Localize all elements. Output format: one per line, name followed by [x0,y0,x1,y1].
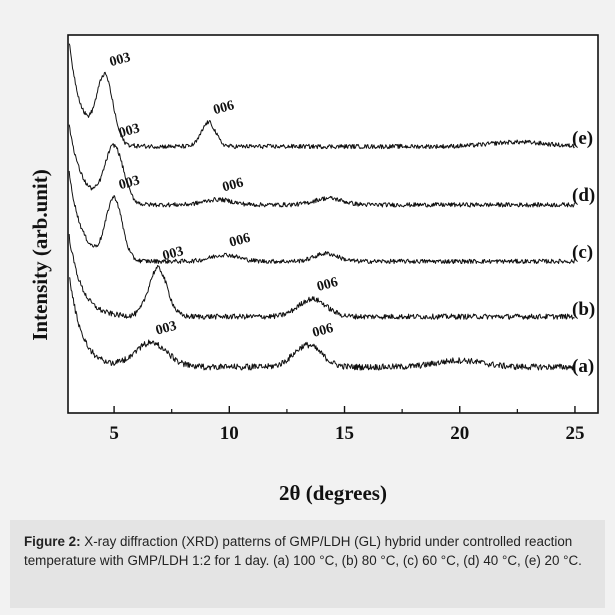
series-trace-2 [68,170,575,264]
series-trace-1 [68,233,575,320]
series-label-1: (b) [572,299,595,320]
series-label-2: (c) [572,242,593,263]
peak-label-2-1: 006 [228,231,252,251]
x-tick-label-0: 5 [109,423,119,444]
caption-text: X-ray diffraction (XRD) patterns of GMP/… [24,534,582,568]
peak-label-4-1: 006 [212,98,236,118]
series-trace-3 [68,124,575,208]
peak-label-2-0: 003 [117,173,141,193]
x-axis-label: 2θ (degrees) [279,481,387,505]
series-label-3: (d) [572,185,595,206]
x-tick-label-1: 10 [220,423,239,444]
peak-label-0-0: 003 [154,319,178,339]
x-tick-label-2: 15 [335,423,354,444]
x-tick-label-3: 20 [450,423,469,444]
figure-caption: Figure 2: X-ray diffraction (XRD) patter… [10,520,605,608]
plot-background [67,34,599,414]
series-label-4: (e) [572,128,593,149]
series-trace-0 [69,277,575,371]
y-axis-label: Intensity (arb.unit) [28,169,52,341]
peak-label-0-1: 006 [311,321,335,341]
peak-label-1-0: 003 [161,244,185,264]
peak-label-3-0: 003 [117,121,141,141]
xrd-chart: 003 006 003 006 003 006 003 006 003 006 (a) (b) (c)… [28,34,599,505]
peak-label-3-1: 006 [221,175,245,195]
peak-label-1-1: 006 [315,275,339,295]
caption-label: Figure 2: [24,534,81,549]
x-tick-label-4: 25 [565,423,584,444]
series-trace-4 [68,43,575,150]
peak-label-4-0: 003 [108,50,132,70]
series-label-0: (a) [572,356,594,377]
